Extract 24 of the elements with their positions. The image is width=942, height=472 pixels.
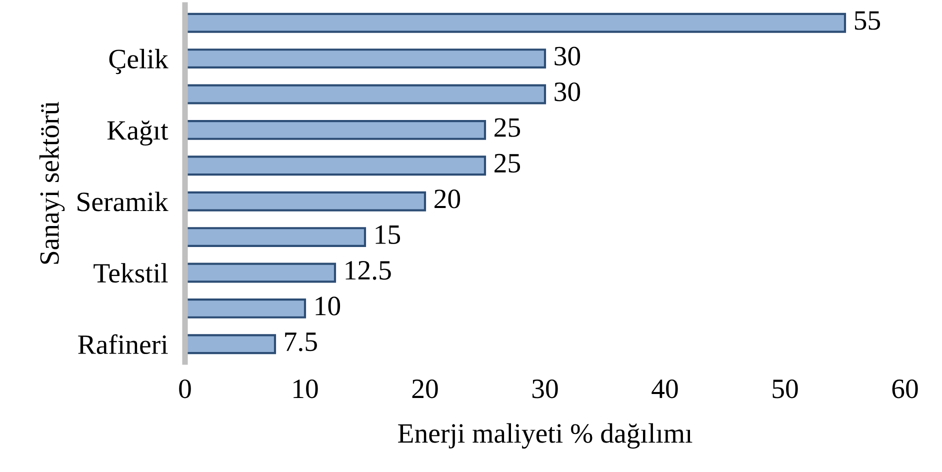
x-tick-label: 50 — [772, 379, 798, 398]
y-axis-title: Sanayi sektörü — [39, 102, 65, 264]
data-label: 10 — [316, 296, 340, 316]
y-tick-label: Tekstil — [94, 263, 168, 283]
x-tick-label: 0 — [179, 379, 191, 398]
data-label: 55 — [854, 11, 880, 30]
data-label: 7.5 — [285, 332, 317, 352]
x-tick-label: 30 — [532, 379, 558, 398]
data-label: 30 — [554, 82, 580, 102]
data-label: 12.5 — [346, 261, 391, 280]
data-label: 30 — [554, 46, 580, 66]
x-tick-label: 10 — [294, 379, 318, 398]
x-tick-label: 60 — [892, 379, 918, 398]
data-label: 25 — [494, 154, 520, 173]
y-tick-label: Seramik — [78, 192, 168, 212]
data-label: 20 — [434, 190, 460, 208]
x-axis-title: Enerji maliyeti % dağılımı — [398, 423, 692, 449]
y-tick-label: Rafineri — [78, 334, 168, 354]
y-tick-label: Çelik — [109, 48, 168, 74]
x-tick-label: 40 — [652, 379, 678, 398]
data-label: 25 — [494, 118, 520, 137]
x-tick-label: 20 — [412, 379, 438, 398]
y-tick-label: Kağıt — [107, 120, 168, 146]
data-label: 15 — [376, 225, 400, 244]
